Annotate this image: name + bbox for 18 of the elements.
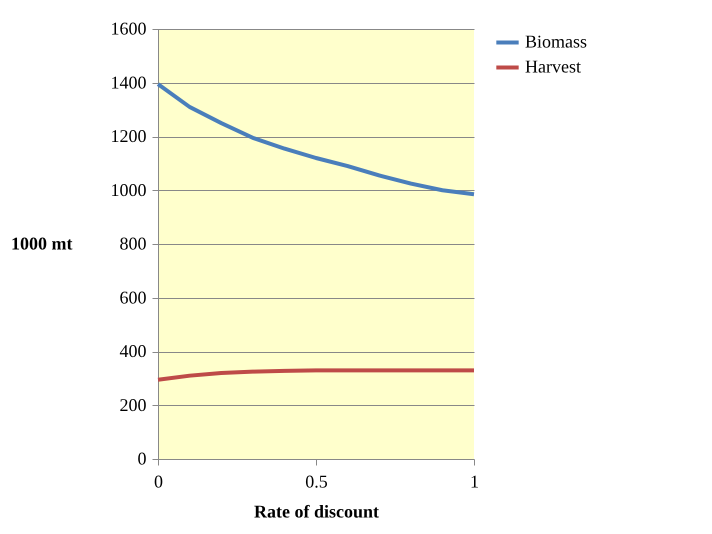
y-tick-label: 1000: [110, 180, 146, 200]
y-tick-label: 400: [120, 341, 146, 361]
y-tick-label: 1600: [110, 18, 146, 38]
x-axis-title: Rate of discount: [254, 502, 380, 522]
legend-label: Biomass: [525, 32, 588, 52]
line-series: [156, 82, 476, 196]
y-tick-label: 800: [120, 234, 146, 254]
y-axis-title: 1000 mt: [11, 234, 72, 254]
x-tick-label: 0: [154, 472, 163, 492]
y-tick-label: 1400: [110, 72, 146, 92]
y-tick-label: 200: [120, 394, 146, 415]
x-tick-label: 1: [470, 472, 479, 492]
y-tick-label: 1200: [110, 126, 146, 146]
x-tick-label: 0.5: [305, 472, 328, 492]
y-tick-label: 600: [120, 287, 146, 308]
legend-label: Harvest: [525, 56, 581, 76]
y-tick-label: 0: [138, 448, 146, 468]
line-series: [156, 368, 476, 382]
